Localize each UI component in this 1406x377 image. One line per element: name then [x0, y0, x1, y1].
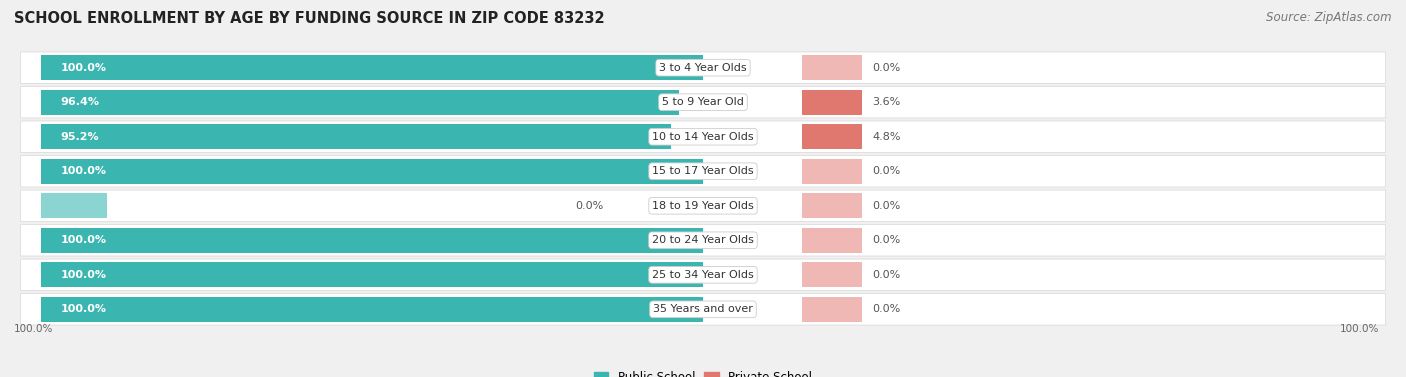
Text: 5 to 9 Year Old: 5 to 9 Year Old	[662, 97, 744, 107]
FancyBboxPatch shape	[21, 52, 1385, 83]
Bar	[41, 297, 703, 322]
FancyBboxPatch shape	[21, 156, 1385, 187]
Legend: Public School, Private School: Public School, Private School	[589, 366, 817, 377]
Text: SCHOOL ENROLLMENT BY AGE BY FUNDING SOURCE IN ZIP CODE 83232: SCHOOL ENROLLMENT BY AGE BY FUNDING SOUR…	[14, 11, 605, 26]
Text: 0.0%: 0.0%	[873, 304, 901, 314]
Bar	[803, 228, 862, 253]
Bar	[41, 124, 671, 149]
Text: 20 to 24 Year Olds: 20 to 24 Year Olds	[652, 235, 754, 245]
Text: 10 to 14 Year Olds: 10 to 14 Year Olds	[652, 132, 754, 142]
Bar	[803, 90, 862, 115]
Text: 100.0%: 100.0%	[60, 270, 107, 280]
Text: 3 to 4 Year Olds: 3 to 4 Year Olds	[659, 63, 747, 73]
Text: 100.0%: 100.0%	[1340, 324, 1379, 334]
Text: 95.2%: 95.2%	[60, 132, 98, 142]
FancyBboxPatch shape	[21, 294, 1385, 325]
FancyBboxPatch shape	[21, 190, 1385, 221]
Bar	[41, 90, 679, 115]
Text: 18 to 19 Year Olds: 18 to 19 Year Olds	[652, 201, 754, 211]
Text: 100.0%: 100.0%	[60, 235, 107, 245]
FancyBboxPatch shape	[21, 225, 1385, 256]
Text: 25 to 34 Year Olds: 25 to 34 Year Olds	[652, 270, 754, 280]
Text: 96.4%: 96.4%	[60, 97, 100, 107]
Bar	[803, 193, 862, 218]
Text: 4.8%: 4.8%	[873, 132, 901, 142]
Text: 0.0%: 0.0%	[575, 201, 603, 211]
Bar	[803, 262, 862, 287]
Text: 100.0%: 100.0%	[60, 304, 107, 314]
Text: 100.0%: 100.0%	[60, 63, 107, 73]
Text: 0.0%: 0.0%	[873, 270, 901, 280]
Text: 0.0%: 0.0%	[873, 63, 901, 73]
Text: 35 Years and over: 35 Years and over	[652, 304, 754, 314]
Bar	[803, 124, 862, 149]
Text: 0.0%: 0.0%	[873, 235, 901, 245]
FancyBboxPatch shape	[21, 121, 1385, 152]
Text: 15 to 17 Year Olds: 15 to 17 Year Olds	[652, 166, 754, 176]
Bar	[803, 55, 862, 80]
Text: 100.0%: 100.0%	[14, 324, 53, 334]
Text: Source: ZipAtlas.com: Source: ZipAtlas.com	[1267, 11, 1392, 24]
Bar	[803, 297, 862, 322]
Bar	[803, 159, 862, 184]
FancyBboxPatch shape	[21, 259, 1385, 291]
Text: 0.0%: 0.0%	[873, 201, 901, 211]
Bar	[41, 55, 703, 80]
Bar	[41, 228, 703, 253]
Text: 3.6%: 3.6%	[873, 97, 901, 107]
Bar	[41, 262, 703, 287]
Text: 0.0%: 0.0%	[873, 166, 901, 176]
Bar	[41, 193, 107, 218]
Text: 100.0%: 100.0%	[60, 166, 107, 176]
FancyBboxPatch shape	[21, 86, 1385, 118]
Bar	[41, 159, 703, 184]
